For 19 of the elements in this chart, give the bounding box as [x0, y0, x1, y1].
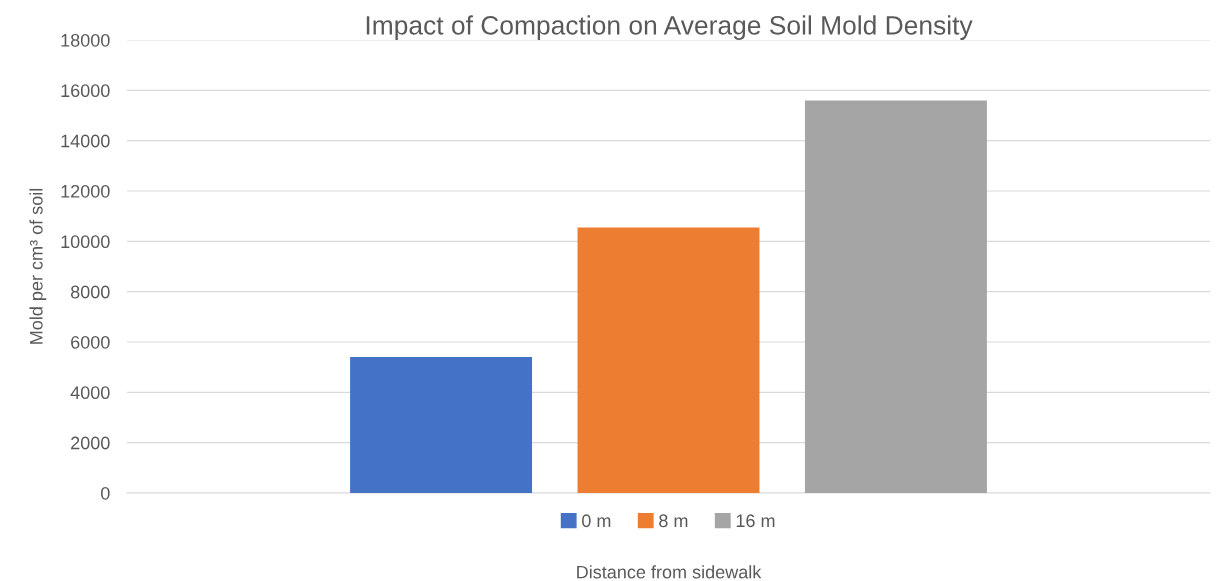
y-tick-label: 10000	[61, 235, 110, 249]
y-tick-label: 12000	[61, 184, 110, 198]
y-tick-label: 18000	[61, 33, 110, 47]
y-tick-label: 2000	[71, 436, 110, 450]
y-tick-label: 0	[101, 486, 110, 500]
y-tick-label: 16000	[61, 84, 110, 98]
legend-label: 16 m	[736, 514, 775, 528]
bar	[350, 357, 533, 493]
y-tick-label: 6000	[71, 335, 110, 349]
y-tick-label: 4000	[70, 386, 110, 400]
legend-label: 8 m	[659, 514, 688, 528]
y-tick-label: 8000	[70, 285, 110, 299]
x-axis-title: Distance from sidewalk	[577, 565, 762, 579]
bar	[804, 100, 987, 493]
bar	[577, 227, 760, 493]
chart-title: Impact of Compaction on Average Soil Mold Density	[366, 15, 973, 40]
y-axis-title: Mold per cm³ of soil	[29, 188, 47, 344]
legend-label: 0 m	[582, 514, 611, 528]
y-tick-label: 14000	[61, 134, 110, 148]
